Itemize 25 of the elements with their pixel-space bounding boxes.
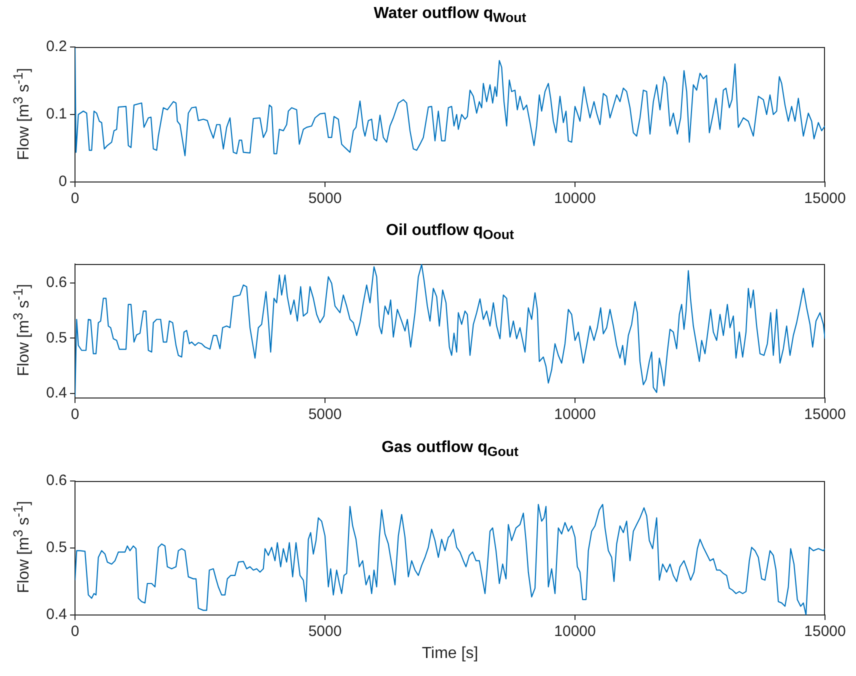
y-tick-label: 0.5 [46, 539, 67, 556]
y-tick-label: 0.6 [46, 472, 67, 490]
y-tick-label: 0.5 [46, 329, 67, 346]
x-tick-label: 15000 [804, 406, 846, 424]
x-tick-label: 15000 [804, 623, 846, 640]
y-tick-label: 0.2 [46, 38, 67, 56]
y-tick-label: 0.4 [46, 606, 67, 624]
chart-title: Oil outflow q$_{Oout}$ [385, 222, 515, 242]
y-tick-label: 0.1 [46, 106, 67, 123]
x-tick-label: 0 [70, 406, 80, 424]
chart-title: Water outflow q$_{Wout}$ [372, 5, 528, 26]
x-tick-label: 5000 [308, 406, 342, 424]
chart-title: Gas outflow q$_{Gout}$ [380, 439, 520, 460]
y-tick-label: 0.4 [46, 384, 67, 402]
y-tick-label: 0.6 [46, 274, 67, 291]
x-tick-label: 0 [70, 623, 80, 640]
x-tick-label: 5000 [308, 190, 342, 208]
x-tick-label: 10000 [554, 623, 596, 640]
x-tick-label: 10000 [554, 190, 596, 208]
x-tick-label: 5000 [308, 623, 342, 640]
x-axis-title: Time [s] [420, 645, 480, 663]
x-tick-label: 10000 [554, 406, 596, 424]
y-tick-label: 0 [58, 173, 67, 190]
x-tick-label: 15000 [804, 190, 846, 208]
x-tick-label: 0 [70, 190, 80, 208]
